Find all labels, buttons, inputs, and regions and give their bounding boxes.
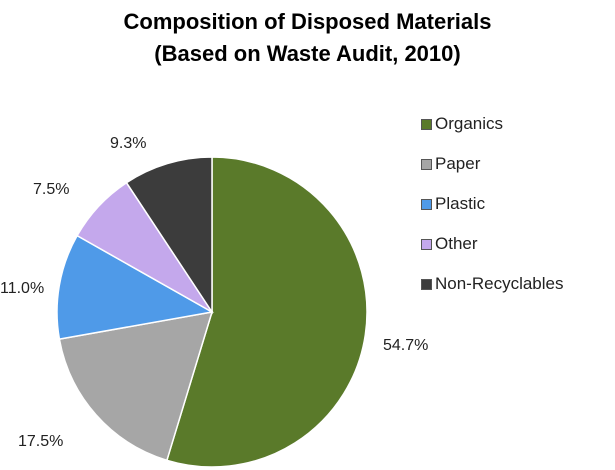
legend-label-other: Other xyxy=(435,234,478,253)
chart-title: Composition of Disposed Materials (Based… xyxy=(0,6,615,70)
legend-item-paper: Paper xyxy=(421,144,564,184)
legend-swatch-organics xyxy=(421,118,432,130)
legend-item-other: Other xyxy=(421,224,564,264)
legend-swatch-non-recyclables xyxy=(421,278,432,290)
legend-label-paper: Paper xyxy=(435,154,481,173)
data-label-paper: 17.5% xyxy=(18,433,63,450)
legend-item-organics: Organics xyxy=(421,104,564,144)
chart-subtitle: (Based on Waste Audit, 2010) xyxy=(154,41,461,66)
legend-label-organics: Organics xyxy=(435,114,504,133)
data-label-organics: 54.7% xyxy=(383,337,428,354)
legend: Organics Paper Plastic Other Non-Recyclables xyxy=(421,104,564,304)
legend-label-plastic: Plastic xyxy=(435,194,486,213)
legend-swatch-paper xyxy=(421,158,432,170)
data-label-non-recyclables: 9.3% xyxy=(110,135,146,152)
legend-item-plastic: Plastic xyxy=(421,184,564,224)
pie-slice-non-recyclables xyxy=(125,156,213,315)
legend-swatch-other xyxy=(421,238,432,250)
pie-slice-organics xyxy=(165,156,368,468)
data-label-plastic: 11.0% xyxy=(0,280,44,297)
legend-label-non-recyclables: Non-Recyclables xyxy=(435,274,564,293)
pie-slice-paper xyxy=(58,311,214,462)
legend-item-non-recyclables: Non-Recyclables xyxy=(421,264,564,304)
pie-slice-plastic xyxy=(56,234,215,340)
data-label-other: 7.5% xyxy=(33,181,69,198)
chart-title-text: Composition of Disposed Materials xyxy=(123,9,492,34)
legend-swatch-plastic xyxy=(421,198,432,210)
